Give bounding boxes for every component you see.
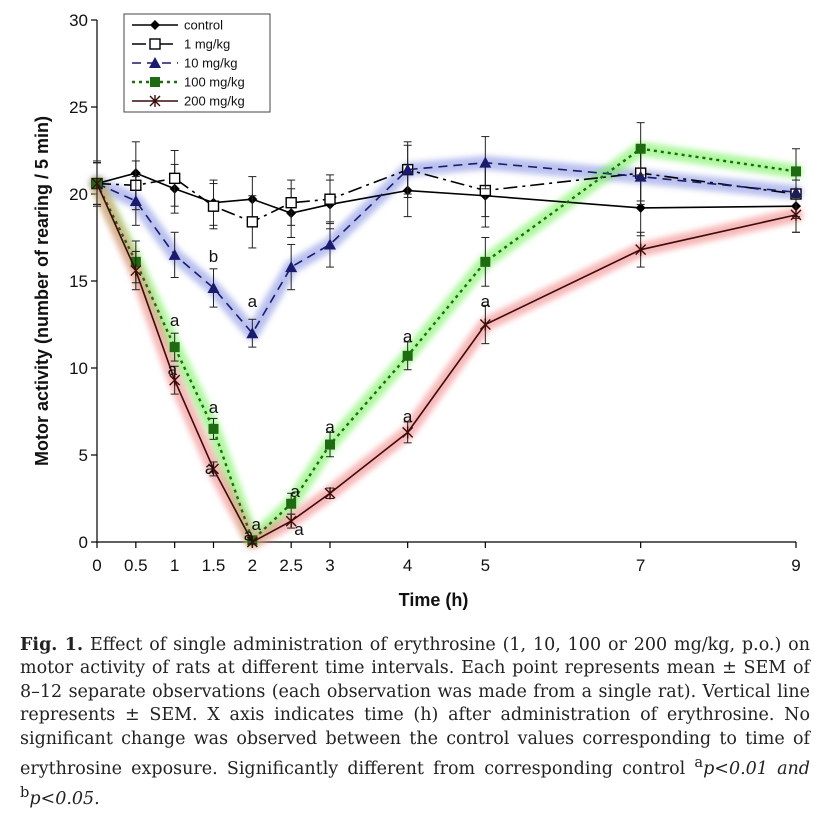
y-tick-label: 10	[69, 359, 88, 378]
caption-p-b: p<0.05.	[29, 789, 100, 810]
data-point-100-mg-kg	[480, 256, 491, 267]
legend-marker-100-mg-kg	[150, 77, 160, 87]
legend-label-10-mg-kg: 10 mg/kg	[184, 56, 237, 71]
legend: control 1 mg/kg 10 mg/kg 100 mg/kg 200 mg/kg	[123, 13, 271, 113]
legend-marker-200-mg-kg	[149, 95, 161, 107]
caption-p-a: p<0.01 and	[703, 758, 810, 779]
caption-text: Effect of single administration of eryth…	[20, 635, 810, 779]
data-point-1-mg-kg	[168, 172, 181, 185]
significance-label: b	[209, 247, 218, 266]
y-axis-title: Motor activity (number of rearing / 5 mi…	[32, 116, 52, 466]
data-point-1-mg-kg	[285, 196, 297, 209]
significance-label: a	[325, 417, 335, 436]
significance-label: a	[168, 360, 178, 379]
data-point-10-mg-kg	[129, 194, 142, 206]
caption-label: Fig. 1.	[20, 635, 84, 655]
legend-marker-1-mg-kg	[149, 38, 161, 50]
y-tick-label: 0	[79, 533, 88, 552]
data-point-200-mg-kg	[130, 264, 142, 277]
x-tick-label: 0.5	[124, 556, 148, 575]
data-point-10-mg-kg	[207, 281, 220, 293]
data-point-1-mg-kg	[246, 216, 259, 228]
data-point-10-mg-kg	[401, 163, 414, 175]
data-point-100-mg-kg	[169, 342, 180, 353]
data-point-10-mg-kg	[168, 248, 181, 260]
significance-label: a	[403, 327, 413, 346]
legend-label-100-mg-kg: 100 mg/kg	[184, 75, 245, 90]
data-point-10-mg-kg	[479, 156, 492, 168]
significance-label: a	[209, 398, 219, 417]
data-point-1-mg-kg	[207, 200, 220, 212]
data-point-10-mg-kg	[246, 327, 259, 339]
data-point-200-mg-kg	[402, 426, 414, 439]
significance-label: a	[248, 292, 258, 311]
x-tick-label: 2.5	[279, 556, 303, 575]
data-point-200-mg-kg	[479, 318, 491, 331]
significance-label: a	[481, 292, 491, 311]
data-point-200-mg-kg	[208, 462, 219, 475]
x-tick-label: 1.5	[202, 556, 226, 575]
motor-activity-chart: 0 5 10 15 20 25 30 0 0.5 1 1.5 2 2.5 3 4 5 7 9 Time (h) Mot…	[32, 11, 803, 610]
data-point-100-mg-kg	[635, 143, 646, 154]
legend-marker-10-mg-kg	[149, 57, 161, 68]
caption-sup-a: a	[694, 754, 704, 772]
data-point-200-mg-kg	[246, 536, 258, 548]
legend-label-200-mg-kg: 200 mg/kg	[184, 94, 245, 109]
significance-label: a	[170, 311, 180, 330]
x-axis-title: Time (h)	[399, 590, 469, 610]
y-tick-label: 5	[79, 446, 88, 465]
y-tick-label: 25	[69, 98, 88, 117]
x-tick-label: 5	[481, 556, 490, 575]
significance-label: a	[244, 525, 254, 544]
data-point-100-mg-kg	[791, 166, 801, 177]
y-tick-label: 15	[69, 272, 88, 291]
significance-label: a	[251, 515, 261, 534]
data-point-100-mg-kg	[208, 423, 219, 434]
x-tick-label: 1	[170, 556, 179, 575]
legend-marker-control	[150, 20, 160, 30]
series-glow-4	[90, 176, 803, 549]
data-point-100-mg-kg	[402, 350, 413, 361]
series-line-1-mg-kg	[96, 168, 797, 223]
significance-label: a	[294, 520, 304, 539]
data-point-200-mg-kg	[635, 243, 647, 256]
data-point-200-mg-kg	[91, 177, 103, 190]
legend-label-control: control	[184, 18, 223, 33]
data-point-200-mg-kg	[324, 487, 336, 500]
data-point-10-mg-kg	[285, 261, 298, 273]
data-point-100-mg-kg	[325, 439, 335, 450]
data-point-10-mg-kg	[634, 170, 647, 182]
x-tick-label: 0	[92, 556, 101, 575]
data-point-200-mg-kg	[285, 515, 297, 528]
x-tick-label: 9	[791, 556, 800, 575]
significance-label: a	[403, 407, 413, 426]
data-point-1-mg-kg	[324, 193, 336, 205]
legend-label-1-mg-kg: 1 mg/kg	[184, 37, 230, 52]
x-tick-label: 2	[248, 556, 257, 575]
data-point-control	[635, 202, 646, 213]
significance-label: a	[290, 482, 300, 501]
x-tick-label: 3	[325, 556, 334, 575]
x-tick-label: 7	[636, 556, 645, 575]
y-tick-label: 20	[69, 185, 88, 204]
data-point-200-mg-kg	[169, 374, 181, 387]
data-point-200-mg-kg	[790, 208, 802, 221]
data-point-100-mg-kg	[286, 498, 297, 509]
y-tick-label: 30	[69, 11, 88, 30]
x-tick-label: 4	[403, 556, 412, 575]
data-point-10-mg-kg	[324, 238, 336, 250]
significance-label: a	[205, 459, 215, 478]
figure-caption: Fig. 1. Effect of single administration …	[20, 634, 810, 812]
caption-sup-b: b	[20, 784, 30, 802]
